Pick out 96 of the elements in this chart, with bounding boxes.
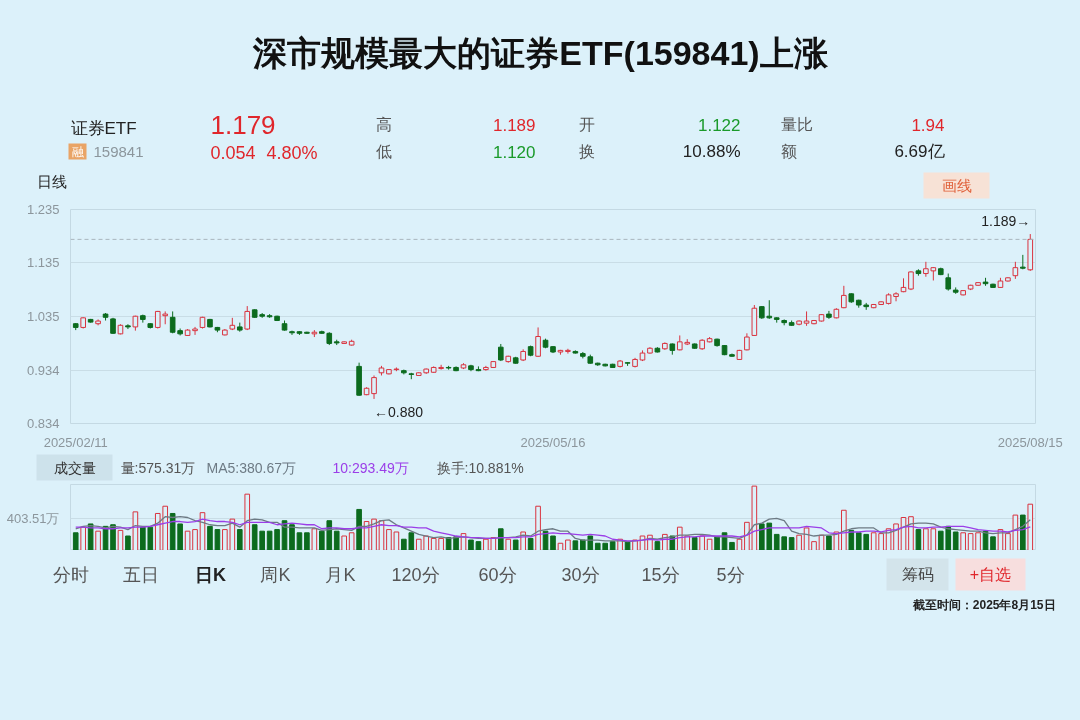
bar — [609, 541, 616, 550]
bar — [841, 509, 847, 550]
text: 1.94 — [911, 115, 945, 135]
text: 画线 — [941, 177, 972, 194]
text: 1.189 — [492, 115, 536, 135]
bar — [736, 538, 743, 550]
bar — [333, 530, 340, 550]
bar — [87, 523, 94, 550]
bar — [699, 535, 705, 550]
bar — [565, 539, 571, 550]
bar — [990, 536, 996, 550]
text: 日线 — [36, 173, 67, 190]
text: 量:575.31万 — [120, 459, 196, 476]
text: 换 — [578, 143, 595, 160]
y-tick-label: 403.51万 — [6, 510, 60, 526]
bar — [80, 526, 86, 550]
chart-title: 深市规模最大的证券ETF(159841)上涨 — [252, 33, 829, 72]
text: 周K — [260, 564, 291, 585]
bar — [356, 508, 362, 550]
bar — [557, 542, 564, 550]
text: 月K — [325, 564, 356, 585]
bar — [833, 531, 840, 550]
x-tick-label: 2025/08/15 — [997, 434, 1063, 450]
bar — [236, 529, 243, 550]
bar — [848, 529, 855, 550]
bar — [952, 531, 959, 550]
text: +自选 — [969, 566, 1012, 583]
bar — [691, 537, 698, 550]
bar — [304, 532, 310, 550]
bar — [915, 529, 922, 550]
bar — [654, 541, 661, 550]
bar — [826, 535, 832, 550]
bar — [348, 532, 355, 550]
text: 换手:10.881% — [436, 459, 524, 476]
bar — [95, 530, 101, 550]
text: 分时 — [52, 564, 89, 585]
text: 1.179 — [210, 109, 276, 140]
text: 120分 — [391, 564, 440, 585]
text: 低 — [375, 143, 392, 160]
text: 30分 — [561, 564, 600, 585]
text: 5分 — [716, 564, 745, 585]
y-tick-label: 0.934 — [26, 362, 60, 378]
text: 日K — [195, 564, 226, 585]
bar — [796, 534, 802, 550]
bar — [512, 539, 519, 550]
text: 159841 — [93, 142, 144, 160]
bar — [125, 535, 131, 550]
text: 证券ETF — [70, 119, 137, 138]
bar — [960, 532, 966, 550]
text: 60分 — [478, 564, 517, 585]
bar — [1020, 514, 1026, 550]
x-tick-label: 2025/05/16 — [520, 434, 586, 450]
x-tick-label: 2025/02/11 — [43, 434, 108, 450]
text: 截至时间：2025年8月15日 — [911, 597, 1056, 612]
text: 成交量 — [53, 459, 96, 476]
bar — [788, 537, 795, 550]
text: 融 — [71, 144, 84, 159]
y-tick-label: 0.834 — [26, 416, 60, 431]
text: 6.69亿 — [894, 142, 945, 161]
bar — [624, 541, 631, 550]
text: 0.054 — [210, 143, 256, 163]
bar — [72, 532, 79, 550]
bar — [527, 537, 534, 550]
y-tick-label: 1.235 — [26, 202, 60, 217]
bar — [572, 540, 579, 550]
bar — [706, 538, 713, 550]
bar — [505, 538, 512, 550]
bar — [244, 493, 251, 550]
y-tick-label: 1.135 — [26, 255, 60, 271]
text: 量比 — [780, 116, 813, 133]
text: 1.120 — [492, 142, 536, 162]
annotation: ←0.880 — [374, 403, 424, 420]
candlestick — [565, 348, 571, 355]
text: 五日 — [122, 564, 159, 585]
bar — [1027, 503, 1034, 550]
text: 高 — [375, 116, 392, 133]
bar — [714, 536, 720, 550]
text: 4.80% — [266, 142, 318, 163]
bar — [535, 505, 541, 550]
candlestick — [535, 326, 541, 358]
bar — [132, 511, 139, 550]
bar — [729, 541, 735, 550]
text: 开 — [578, 116, 595, 133]
text: 10.88% — [682, 142, 741, 161]
text: 10:293.49万 — [332, 459, 409, 476]
text: MA5:380.67万 — [206, 459, 296, 476]
y-tick-label: 1.035 — [26, 308, 60, 324]
candlestick — [244, 305, 251, 331]
bar — [497, 528, 504, 550]
text: 额 — [780, 143, 797, 160]
bar — [341, 535, 347, 550]
annotation: 1.189→ — [981, 213, 1031, 230]
text: 筹码 — [901, 566, 934, 583]
bar — [311, 528, 318, 550]
text: 15分 — [641, 564, 680, 585]
text: 1.122 — [697, 115, 741, 135]
